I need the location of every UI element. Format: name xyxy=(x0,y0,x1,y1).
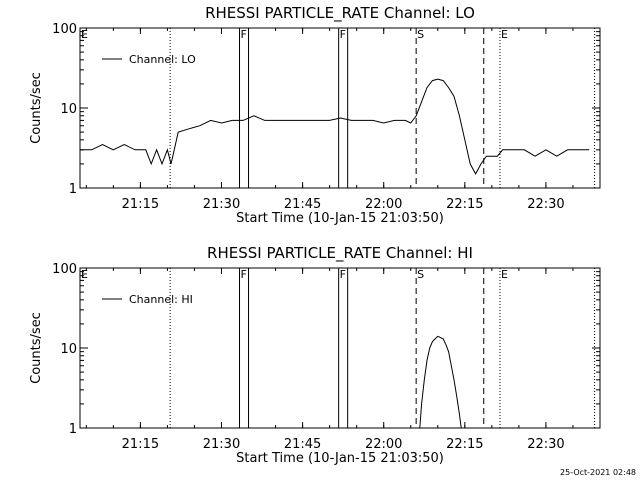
legend-label: Channel: LO xyxy=(129,53,196,66)
chart-panel-hi: RHESSI PARTICLE_RATE Channel: HI 21:15 21:… xyxy=(29,244,601,466)
x-tick-label: 22:15 xyxy=(446,197,483,212)
event-marker-label: F xyxy=(241,28,247,41)
event-marker-label: E xyxy=(81,28,88,41)
plot-frame xyxy=(79,267,601,429)
series-line xyxy=(419,335,462,428)
event-marker-label: S xyxy=(417,28,424,41)
chart-title: RHESSI PARTICLE_RATE Channel: HI xyxy=(207,244,473,263)
x-tick-label: 21:45 xyxy=(284,197,321,212)
chart-panel-lo: RHESSI PARTICLE_RATE Channel: LO 21:15 21:… xyxy=(29,4,601,226)
chart-title: RHESSI PARTICLE_RATE Channel: LO xyxy=(205,4,475,23)
event-marker-label: F xyxy=(340,28,346,41)
x-tick-label: 21:30 xyxy=(203,197,240,212)
x-tick-label: 22:15 xyxy=(446,437,483,452)
y-tick-label: 1 xyxy=(69,422,77,437)
y-tick-label: 100 xyxy=(52,262,77,277)
legend-label: Channel: HI xyxy=(129,293,193,306)
x-tick-label: 21:15 xyxy=(122,437,159,452)
y-tick-label: 10 xyxy=(60,342,77,357)
x-tick-label: 22:00 xyxy=(365,437,402,452)
x-axis-label: Start Time (10-Jan-15 21:03:50) xyxy=(236,451,444,466)
series-group xyxy=(80,78,590,175)
x-tick-label: 21:15 xyxy=(122,197,159,212)
event-marker-label: E xyxy=(501,268,508,281)
y-tick-label: 100 xyxy=(52,22,77,37)
event-marker-label: E xyxy=(501,28,508,41)
x-tick-label: 22:30 xyxy=(527,197,564,212)
series-line xyxy=(80,78,590,175)
series-group xyxy=(419,335,462,428)
y-axis-label: Counts/sec xyxy=(29,312,44,384)
x-axis-label: Start Time (10-Jan-15 21:03:50) xyxy=(236,211,444,226)
event-marker-label: E xyxy=(81,268,88,281)
event-marker-label: F xyxy=(241,268,247,281)
y-tick-label: 1 xyxy=(69,182,77,197)
x-tick-label: 21:45 xyxy=(284,437,321,452)
x-tick-label: 22:30 xyxy=(527,437,564,452)
timestamp-label: 25-Oct-2021 02:48 xyxy=(560,468,636,477)
plot-frame xyxy=(79,27,601,189)
event-marker-label: F xyxy=(340,268,346,281)
event-marker-label: S xyxy=(417,268,424,281)
x-tick-label: 21:30 xyxy=(203,437,240,452)
y-tick-label: 10 xyxy=(60,102,77,117)
y-axis-label: Counts/sec xyxy=(29,72,44,144)
x-tick-label: 22:00 xyxy=(365,197,402,212)
